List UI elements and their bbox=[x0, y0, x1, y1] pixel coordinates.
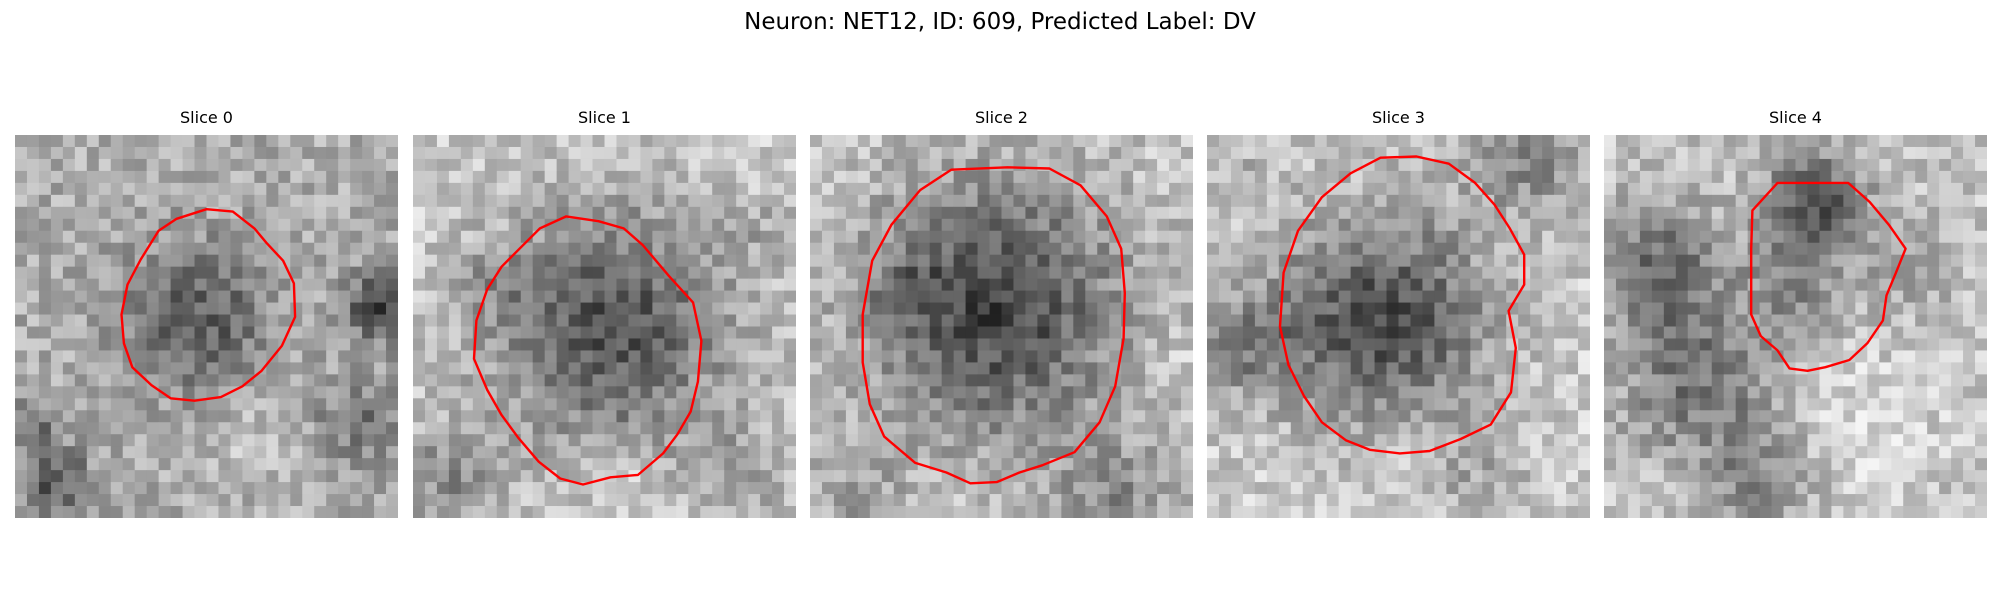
neuron-contour bbox=[120, 207, 297, 402]
slice-panel: Slice 0 bbox=[15, 107, 398, 518]
figure-title: Neuron: NET12, ID: 609, Predicted Label:… bbox=[744, 9, 1256, 35]
grayscale-slice bbox=[413, 135, 796, 518]
grayscale-slice bbox=[1207, 135, 1590, 518]
slice-image bbox=[413, 135, 796, 518]
slice-panel: Slice 3 bbox=[1207, 107, 1590, 518]
grayscale-slice bbox=[1604, 135, 1987, 518]
slice-panel: Slice 2 bbox=[810, 107, 1193, 518]
slice-panel: Slice 4 bbox=[1604, 107, 1987, 518]
grayscale-slice bbox=[810, 135, 1193, 518]
slice-title: Slice 3 bbox=[1372, 108, 1425, 127]
slice-title: Slice 2 bbox=[975, 108, 1028, 127]
pixel-grid bbox=[810, 135, 1193, 518]
neuron-contour bbox=[861, 166, 1126, 485]
neuron-contour bbox=[1278, 155, 1526, 455]
pixel-grid bbox=[1207, 135, 1590, 518]
slice-image bbox=[1207, 135, 1590, 518]
pixel-grid bbox=[413, 135, 796, 518]
slice-panel: Slice 1 bbox=[413, 107, 796, 518]
grayscale-slice bbox=[15, 135, 398, 518]
slice-title: Slice 4 bbox=[1769, 108, 1822, 127]
neuron-contour bbox=[472, 215, 703, 486]
pixel-grid bbox=[15, 135, 398, 518]
slice-image bbox=[1604, 135, 1987, 518]
slice-image bbox=[15, 135, 398, 518]
neuron-contour bbox=[1749, 181, 1907, 373]
slice-title: Slice 0 bbox=[180, 108, 233, 127]
slice-title: Slice 1 bbox=[578, 108, 631, 127]
pixel-grid bbox=[1604, 135, 1987, 518]
slice-image bbox=[810, 135, 1193, 518]
